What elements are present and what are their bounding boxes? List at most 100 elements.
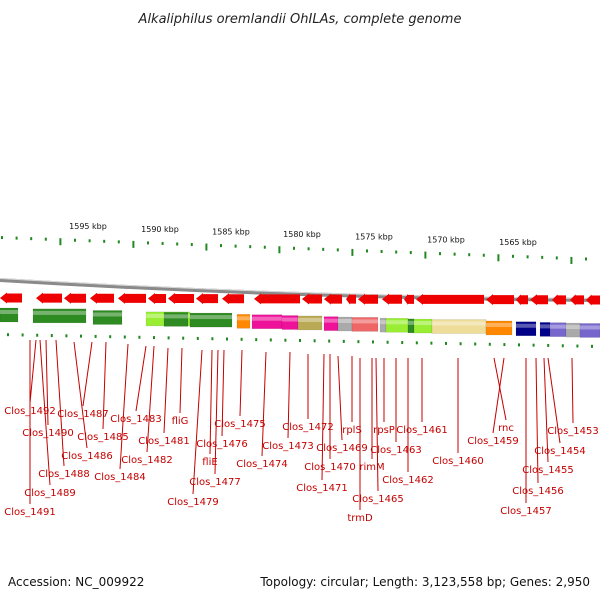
cog-block bbox=[351, 317, 379, 332]
cog-block-shine bbox=[190, 315, 232, 320]
gene-label-leader bbox=[337, 355, 343, 441]
gene-label: Clos_1457 bbox=[500, 506, 552, 517]
gene-arrow bbox=[382, 293, 402, 305]
cog-block-shine bbox=[386, 320, 408, 325]
gene-label: Clos_1489 bbox=[24, 488, 76, 499]
gene-label-leader bbox=[547, 357, 561, 444]
cog-block-shine bbox=[432, 321, 486, 326]
cog-block-shine bbox=[352, 319, 378, 324]
gene-label: trmD bbox=[347, 513, 373, 524]
gene-arrow bbox=[36, 292, 62, 304]
gene-label-leader bbox=[55, 339, 65, 467]
gene-arrows bbox=[0, 292, 600, 306]
gene-label: Clos_1488 bbox=[38, 469, 90, 480]
scale-label: 1590 kbp bbox=[141, 225, 179, 234]
cog-block-shine bbox=[516, 323, 536, 328]
scale-label: 1570 kbp bbox=[427, 235, 465, 244]
cog-block-shine bbox=[298, 317, 322, 322]
gene-label-leader bbox=[163, 347, 169, 434]
scale-label: 1575 kbp bbox=[355, 233, 393, 242]
gene-label: Clos_1490 bbox=[22, 428, 74, 439]
gene-arrow bbox=[516, 294, 528, 306]
cog-block-shine bbox=[566, 325, 580, 330]
cog-block-shine bbox=[237, 316, 250, 321]
gene-label-leader bbox=[119, 343, 129, 470]
cog-block-shine bbox=[33, 310, 86, 315]
gene-label-leader bbox=[321, 353, 325, 481]
gene-label: Clos_1461 bbox=[396, 425, 448, 436]
gene-label: Clos_1462 bbox=[382, 475, 434, 486]
scale-label: 1565 kbp bbox=[499, 238, 537, 247]
gene-arrow bbox=[486, 294, 514, 306]
gene-arrow bbox=[302, 293, 322, 305]
cog-block-shine bbox=[540, 324, 550, 329]
gene-label: Clos_1476 bbox=[196, 439, 248, 450]
gene-label-leader bbox=[82, 341, 93, 407]
cog-block bbox=[515, 321, 537, 337]
gene-label: Clos_1471 bbox=[296, 483, 348, 494]
cog-block-shine bbox=[282, 317, 298, 322]
cog-block-shine bbox=[580, 325, 600, 330]
gene-arrow bbox=[64, 292, 86, 304]
gene-arrow bbox=[552, 294, 566, 306]
gene-label-leader bbox=[29, 339, 37, 404]
gene-arrow bbox=[570, 294, 584, 306]
scale-label: 1580 kbp bbox=[283, 230, 321, 239]
scale-label: 1595 kbp bbox=[69, 222, 107, 231]
gene-label: Clos_1465 bbox=[352, 494, 404, 505]
scale-labels: 1595 kbp 1590 kbp 1585 kbp 1580 kbp 1575 kbp… bbox=[69, 222, 537, 247]
genome-backbone-highlight bbox=[0, 278, 600, 299]
cog-block bbox=[163, 312, 189, 327]
cog-block-shine bbox=[252, 316, 282, 321]
gene-label: Clos_1491 bbox=[4, 507, 56, 518]
gene-label: Clos_1473 bbox=[262, 441, 314, 452]
gene-label: Clos_1475 bbox=[214, 419, 266, 430]
gene-arrow bbox=[118, 292, 146, 304]
cog-block bbox=[297, 315, 323, 331]
gene-label: Clos_1456 bbox=[512, 486, 564, 497]
gene-label: Clos_1472 bbox=[282, 422, 334, 433]
cog-block bbox=[32, 308, 87, 324]
gene-label: fliG bbox=[172, 416, 189, 427]
cog-block-shine bbox=[408, 320, 414, 325]
gene-label: Clos_1486 bbox=[61, 451, 113, 462]
gene-label: Clos_1477 bbox=[189, 477, 241, 488]
gene-label-leader bbox=[209, 349, 213, 455]
cog-block-shine bbox=[486, 322, 512, 327]
gene-label-leader bbox=[221, 349, 225, 437]
cog-block bbox=[579, 323, 600, 338]
cog-block bbox=[236, 314, 251, 329]
gene-label-leader bbox=[45, 339, 49, 426]
gene-label: Clos_1484 bbox=[94, 472, 146, 483]
gene-label-leader bbox=[179, 347, 183, 414]
gene-label: Clos_1460 bbox=[432, 456, 484, 467]
gene-arrow bbox=[346, 293, 356, 305]
cog-block bbox=[0, 307, 19, 323]
gene-label-leader bbox=[39, 339, 51, 486]
gene-label-leader bbox=[493, 357, 507, 421]
cog-block-shine bbox=[550, 324, 566, 329]
genome-backbone bbox=[0, 278, 600, 302]
cog-block-shine bbox=[0, 310, 18, 314]
cog-block-shine bbox=[380, 320, 386, 325]
map-title: Alkaliphilus oremlandii OhILAs, complete… bbox=[138, 12, 462, 27]
gene-label: Clos_1470 bbox=[304, 462, 356, 473]
gene-label: rimM bbox=[359, 462, 384, 473]
cog-block-shine bbox=[164, 314, 188, 319]
gene-label-leader bbox=[492, 357, 505, 434]
gene-label: Clos_1483 bbox=[110, 414, 162, 425]
gene-arrow bbox=[148, 292, 166, 304]
gene-label: Clos_1455 bbox=[522, 465, 574, 476]
gene-label-leader bbox=[375, 357, 379, 492]
gene-arrow bbox=[90, 292, 114, 304]
gene-arrow bbox=[324, 293, 342, 305]
cog-block bbox=[92, 310, 123, 325]
gene-label-leader bbox=[543, 357, 549, 463]
gene-label-leader bbox=[102, 341, 107, 430]
accession-text: Accession: NC_009922 bbox=[8, 575, 144, 589]
gene-label: fliE bbox=[202, 457, 217, 468]
gene-label-leader bbox=[261, 351, 267, 457]
gene-label: Clos_1454 bbox=[534, 446, 586, 457]
scale-ticks bbox=[1, 236, 587, 264]
